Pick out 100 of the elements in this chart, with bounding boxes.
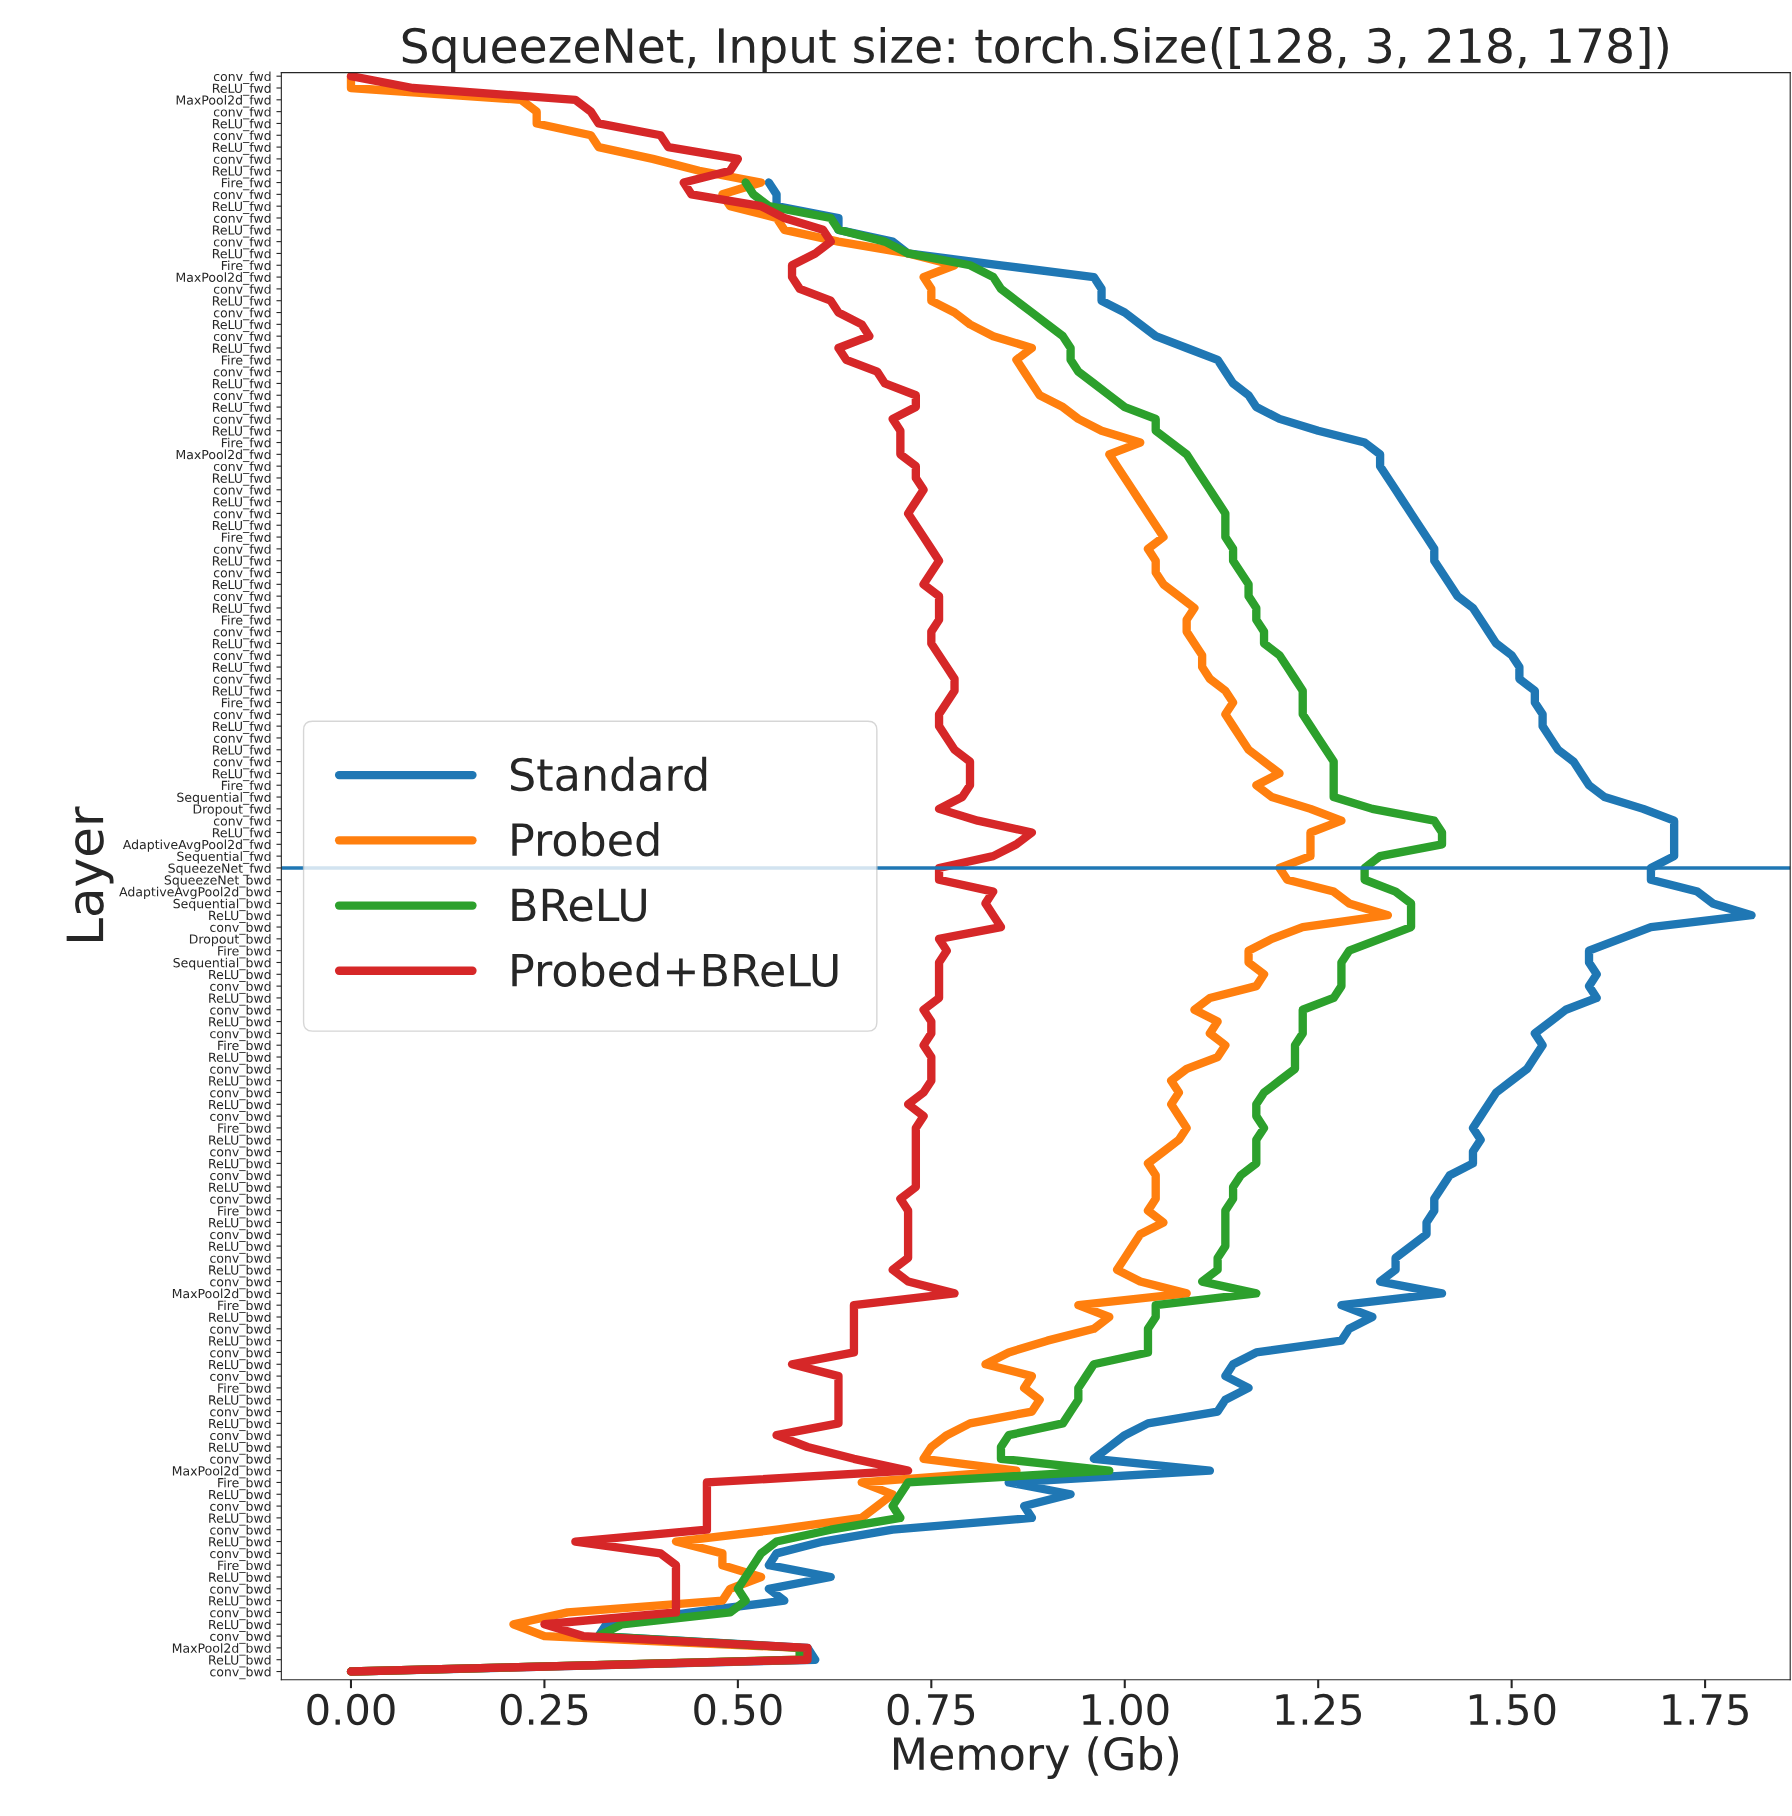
- y-tick-label: conv_bwd: [210, 1548, 271, 1562]
- y-tick-label: Sequential_bwd: [173, 957, 271, 971]
- y-tick-label: conv_bwd: [210, 1194, 271, 1207]
- y-tick-label: Fire_fwd: [221, 260, 271, 273]
- y-tick-label: Fire_bwd: [218, 1300, 271, 1313]
- y-tick-label: MaxPool2d_bwd: [172, 1643, 271, 1656]
- y-tick-label: ReLU_bwd: [209, 910, 271, 923]
- y-tick-label: conv_fwd: [213, 130, 271, 143]
- y-tick-label: ReLU_bwd: [209, 1619, 271, 1632]
- y-tick-label: conv_fwd: [213, 650, 271, 663]
- y-tick-label: ReLU_bwd: [209, 1418, 271, 1432]
- y-tick-label: ReLU_bwd: [209, 1075, 271, 1089]
- y-tick-label: Fire_bwd: [218, 1560, 271, 1573]
- y-tick-label: ReLU_bwd: [209, 1489, 271, 1502]
- y-tick-label: conv_fwd: [213, 366, 271, 380]
- y-tick-label: Fire_bwd: [218, 1477, 271, 1491]
- x-tick-label: 0.75: [887, 1693, 975, 1726]
- y-tick-label: Fire_fwd: [221, 615, 271, 628]
- y-tick-label: conv_bwd: [210, 1501, 271, 1514]
- y-tick-label: conv_bwd: [210, 1324, 271, 1337]
- y-tick-label: Dropout_bwd: [189, 934, 271, 947]
- y-tick-label: ReLU_bwd: [209, 1312, 271, 1325]
- y-tick-label: conv_fwd: [213, 815, 271, 829]
- y-tick-label: conv_fwd: [213, 213, 271, 226]
- y-tick-label: conv_fwd: [213, 284, 271, 297]
- y-tick-label: ReLU_fwd: [212, 225, 271, 238]
- legend-label: BReLU: [512, 888, 646, 922]
- y-tick-label: Dropout_fwd: [193, 804, 271, 817]
- y-tick-label: ReLU_bwd: [209, 1335, 271, 1349]
- y-tick-label: conv_fwd: [213, 508, 271, 522]
- y-tick-label: conv_fwd: [213, 733, 271, 746]
- y-tick-label: conv_bwd: [210, 1430, 271, 1443]
- y-tick-label: ReLU_bwd: [209, 1359, 271, 1372]
- y-tick-label: AdaptiveAvgPool2d_bwd: [119, 886, 271, 900]
- y-tick-label: ReLU_bwd: [209, 1513, 271, 1526]
- y-tick-label: ReLU_fwd: [212, 402, 271, 415]
- y-tick-label: ReLU_fwd: [212, 343, 271, 356]
- y-tick-label: conv_fwd: [213, 106, 271, 120]
- y-tick-label: ReLU_fwd: [212, 83, 271, 96]
- y-tick-label: conv_fwd: [213, 756, 271, 770]
- chart-title: SqueezeNet, Input size: torch.Size([128, 3, 218, 178]): [402, 26, 1668, 73]
- y-tick-label: ReLU_bwd: [209, 1182, 271, 1195]
- y-tick-label: conv_bwd: [210, 1111, 271, 1124]
- x-tick-label: 1.50: [1469, 1693, 1556, 1726]
- y-tick-label: ReLU_fwd: [212, 142, 271, 155]
- x-tick-label: 0.25: [500, 1693, 588, 1726]
- y-tick-label: ReLU_bwd: [209, 1016, 271, 1030]
- y-tick-label: conv_bwd: [210, 1064, 271, 1077]
- y-tick-label: ReLU_fwd: [212, 425, 271, 439]
- y-tick-label: conv_fwd: [213, 331, 271, 344]
- y-tick-label: conv_fwd: [213, 591, 271, 604]
- y-tick-label: ReLU_fwd: [212, 579, 271, 593]
- y-tick-label: conv_fwd: [213, 567, 271, 581]
- y-tick-label: MaxPool2d_fwd: [176, 449, 271, 463]
- y-tick-label: MaxPool2d_bwd: [172, 1288, 271, 1302]
- y-tick-label: ReLU_fwd: [212, 165, 271, 179]
- y-tick-label: conv_fwd: [213, 307, 271, 321]
- y-tick-label: ReLU_fwd: [212, 295, 271, 309]
- x-axis-title: Memory (Gb): [894, 1736, 1179, 1780]
- y-tick-label: Fire_fwd: [221, 532, 271, 545]
- y-axis-title: Layer: [66, 806, 114, 942]
- y-tick-label: ReLU_fwd: [212, 319, 271, 333]
- y-tick-label: conv_bwd: [210, 1524, 271, 1538]
- y-tick-label: conv_bwd: [210, 1276, 271, 1290]
- y-tick-label: conv_fwd: [213, 544, 271, 557]
- y-tick-label: Fire_fwd: [221, 437, 271, 451]
- y-tick-label: SqueezeNet_fwd: [168, 863, 271, 876]
- y-tick-label: conv_fwd: [213, 485, 271, 498]
- y-tick-label: ReLU_bwd: [209, 1572, 271, 1585]
- y-tick-label: conv_fwd: [213, 414, 271, 427]
- y-tick-label: ReLU_bwd: [209, 1241, 271, 1254]
- y-tick-label: Fire_fwd: [221, 780, 271, 793]
- x-tick-label: 1.00: [1082, 1693, 1169, 1726]
- y-tick-label: conv_bwd: [210, 1454, 271, 1467]
- y-tick-label: Fire_fwd: [221, 177, 271, 191]
- y-tick-label: conv_bwd: [210, 1005, 271, 1018]
- y-tick-label: ReLU_bwd: [209, 1052, 271, 1065]
- y-tick-label: ReLU_bwd: [209, 1099, 271, 1112]
- y-tick-label: ReLU_fwd: [212, 721, 271, 734]
- y-tick-label: conv_fwd: [213, 674, 271, 687]
- y-tick-label: conv_bwd: [210, 1631, 271, 1644]
- y-tick-label: ReLU_fwd: [212, 685, 271, 699]
- y-tick-label: ReLU_fwd: [212, 603, 271, 616]
- y-tick-label: ReLU_bwd: [209, 1158, 271, 1172]
- y-tick-label: AdaptiveAvgPool2d_fwd: [122, 839, 271, 853]
- y-tick-label: MaxPool2d_fwd: [176, 95, 271, 108]
- x-tick-label: 0.50: [694, 1693, 782, 1726]
- y-tick-label: ReLU_bwd: [209, 1536, 271, 1550]
- y-tick-label: ReLU_bwd: [209, 969, 271, 982]
- y-tick-label: conv_bwd: [210, 1087, 271, 1101]
- y-tick-label: Fire_bwd: [218, 1205, 271, 1219]
- y-tick-label: SqueezeNet_bwd: [164, 875, 271, 888]
- y-tick-label: ReLU_fwd: [212, 520, 271, 533]
- x-tick-label: 1.75: [1663, 1694, 1748, 1726]
- y-tick-label: conv_fwd: [213, 390, 271, 403]
- y-tick-label: Sequential_bwd: [173, 898, 271, 912]
- y-tick-label: ReLU_bwd: [209, 1442, 271, 1455]
- y-tick-label: MaxPool2d_fwd: [176, 272, 271, 285]
- y-tick-label: conv_bwd: [210, 1170, 271, 1183]
- y-tick-label: conv_bwd: [210, 1028, 271, 1042]
